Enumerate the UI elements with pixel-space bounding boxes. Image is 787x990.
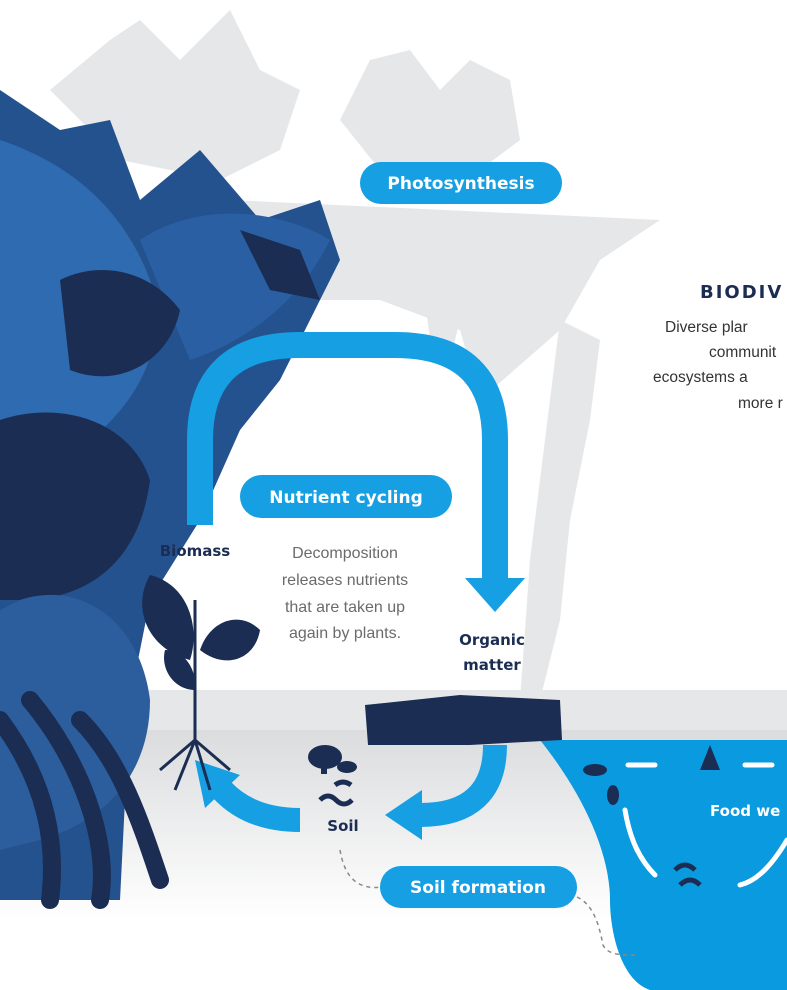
heading: BIODIV	[700, 282, 783, 303]
label: Nutrient cycling	[269, 488, 423, 508]
cycle-arrow	[419, 744, 507, 827]
pill	[240, 475, 452, 518]
label: Biomass	[160, 542, 231, 560]
plants	[0, 90, 340, 909]
note: again by plants.	[289, 625, 401, 642]
label: Photosynthesis	[387, 174, 534, 194]
label: Soil formation	[410, 878, 546, 898]
note: that are taken up	[285, 599, 405, 616]
cycle-arrow	[213, 781, 301, 832]
log	[365, 695, 562, 745]
connector	[576, 896, 636, 956]
soil-life	[308, 745, 357, 807]
cycle-arrow	[187, 332, 508, 580]
note: Decomposition	[292, 545, 398, 562]
paragraph-line: more r	[738, 395, 783, 412]
connector	[339, 849, 383, 889]
paragraph-line: ecosystems a	[653, 369, 748, 386]
paragraph-line: communit	[709, 344, 777, 361]
note: releases nutrients	[282, 572, 408, 589]
label: Soil	[327, 817, 358, 835]
label: Organic	[459, 631, 525, 649]
water	[540, 740, 787, 990]
arrow-head	[195, 760, 240, 808]
water-creatures	[583, 745, 720, 887]
arrow-head	[385, 790, 422, 840]
pill	[380, 866, 577, 908]
label: matter	[463, 656, 521, 674]
pill	[360, 162, 562, 204]
paragraph-line: Diverse plar	[665, 319, 748, 336]
seedling	[142, 575, 260, 791]
label: Food we	[710, 802, 780, 820]
food-web-arrows	[622, 762, 787, 888]
arrow-head	[465, 578, 525, 612]
